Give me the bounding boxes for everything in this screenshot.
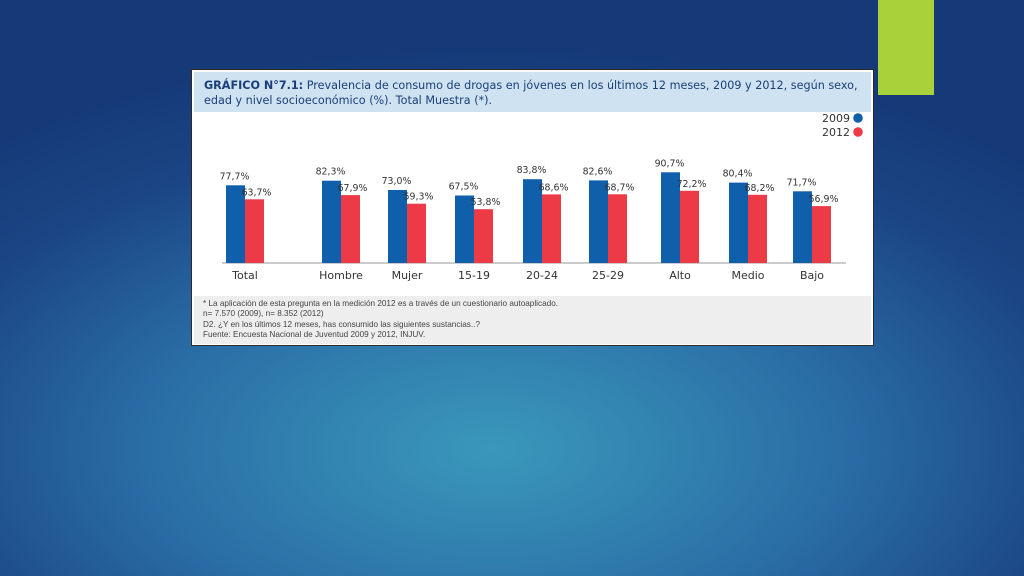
- footnote-method: * La aplicación de esta pregunta en la m…: [203, 299, 559, 308]
- data-label-2009-3: 67,5%: [449, 182, 479, 193]
- data-label-2012-8: 56,9%: [809, 194, 839, 205]
- bar-2009-7: [729, 182, 748, 263]
- bar-2012-1: [341, 195, 360, 263]
- data-label-2012-3: 53,8%: [471, 197, 501, 208]
- category-label-4: 20-24: [526, 269, 558, 282]
- chart-title-label: GRÁFICO N°7.1:: [204, 79, 304, 92]
- category-label-0: Total: [231, 269, 258, 282]
- data-label-2009-8: 71,7%: [787, 177, 817, 188]
- category-label-1: Hombre: [319, 269, 363, 282]
- legend-dot-2009: [853, 113, 863, 123]
- category-label-7: Medio: [731, 269, 764, 282]
- category-label-5: 25-29: [592, 269, 624, 282]
- data-label-2012-7: 68,2%: [745, 183, 775, 194]
- bar-2012-4: [542, 194, 561, 263]
- footnote-question: D2. ¿Y en los últimos 12 meses, has cons…: [203, 319, 480, 329]
- bar-2009-0: [226, 185, 245, 263]
- legend-label-2009: 2009: [822, 112, 850, 125]
- legend-label-2012: 2012: [822, 126, 850, 139]
- bar-2012-5: [608, 194, 627, 263]
- data-label-2009-4: 83,8%: [517, 165, 547, 176]
- category-label-2: Mujer: [392, 269, 423, 282]
- bar-2012-6: [680, 190, 699, 263]
- category-label-3: 15-19: [458, 269, 490, 282]
- data-label-2009-7: 80,4%: [723, 169, 753, 180]
- chart-panel: GRÁFICO N°7.1: Prevalencia de consumo de…: [191, 69, 874, 346]
- data-label-2012-6: 72,2%: [677, 179, 707, 190]
- footnote-source: Fuente: Encuesta Nacional de Juventud 20…: [203, 330, 426, 340]
- bar-2012-2: [407, 203, 426, 263]
- bar-2009-1: [322, 180, 341, 263]
- bar-chart: 77,7% 63,7% Total 82,3% 67,9% Hombre 73,0% 59,3…: [220, 112, 863, 282]
- category-label-6: Alto: [669, 269, 691, 282]
- bar-2012-7: [748, 194, 767, 263]
- data-label-2009-0: 77,7%: [220, 171, 250, 182]
- data-label-2009-1: 82,3%: [316, 167, 346, 178]
- bar-2012-8: [812, 206, 831, 263]
- data-label-2012-4: 68,6%: [539, 182, 569, 193]
- bar-2009-3: [455, 195, 474, 263]
- bar-2009-8: [793, 191, 812, 263]
- bar-2009-5: [589, 180, 608, 263]
- bar-2009-2: [388, 190, 407, 263]
- bar-2009-4: [523, 179, 542, 263]
- category-label-8: Bajo: [800, 269, 824, 282]
- data-label-2012-5: 68,7%: [605, 182, 635, 193]
- data-label-2012-1: 67,9%: [338, 183, 368, 194]
- bar-2009-6: [661, 172, 680, 263]
- bar-2012-3: [474, 209, 493, 263]
- chart-header: GRÁFICO N°7.1: Prevalencia de consumo de…: [194, 72, 871, 112]
- data-label-2009-2: 73,0%: [382, 176, 412, 187]
- chart-footnotes: * La aplicación de esta pregunta en la m…: [194, 296, 871, 344]
- chart-title-text: Prevalencia de consumo de drogas en jóve…: [204, 79, 858, 107]
- data-label-2009-5: 82,6%: [583, 166, 613, 177]
- footnote-sample-size: n= 7.570 (2009), n= 8.352 (2012): [203, 309, 324, 319]
- green-accent-bar: [878, 0, 934, 95]
- bar-2012-0: [245, 199, 264, 263]
- chart-title: GRÁFICO N°7.1: Prevalencia de consumo de…: [204, 78, 869, 108]
- data-label-2012-0: 63,7%: [242, 187, 272, 198]
- legend-dot-2012: [853, 127, 863, 137]
- data-label-2009-6: 90,7%: [655, 158, 685, 169]
- data-label-2012-2: 59,3%: [404, 192, 434, 203]
